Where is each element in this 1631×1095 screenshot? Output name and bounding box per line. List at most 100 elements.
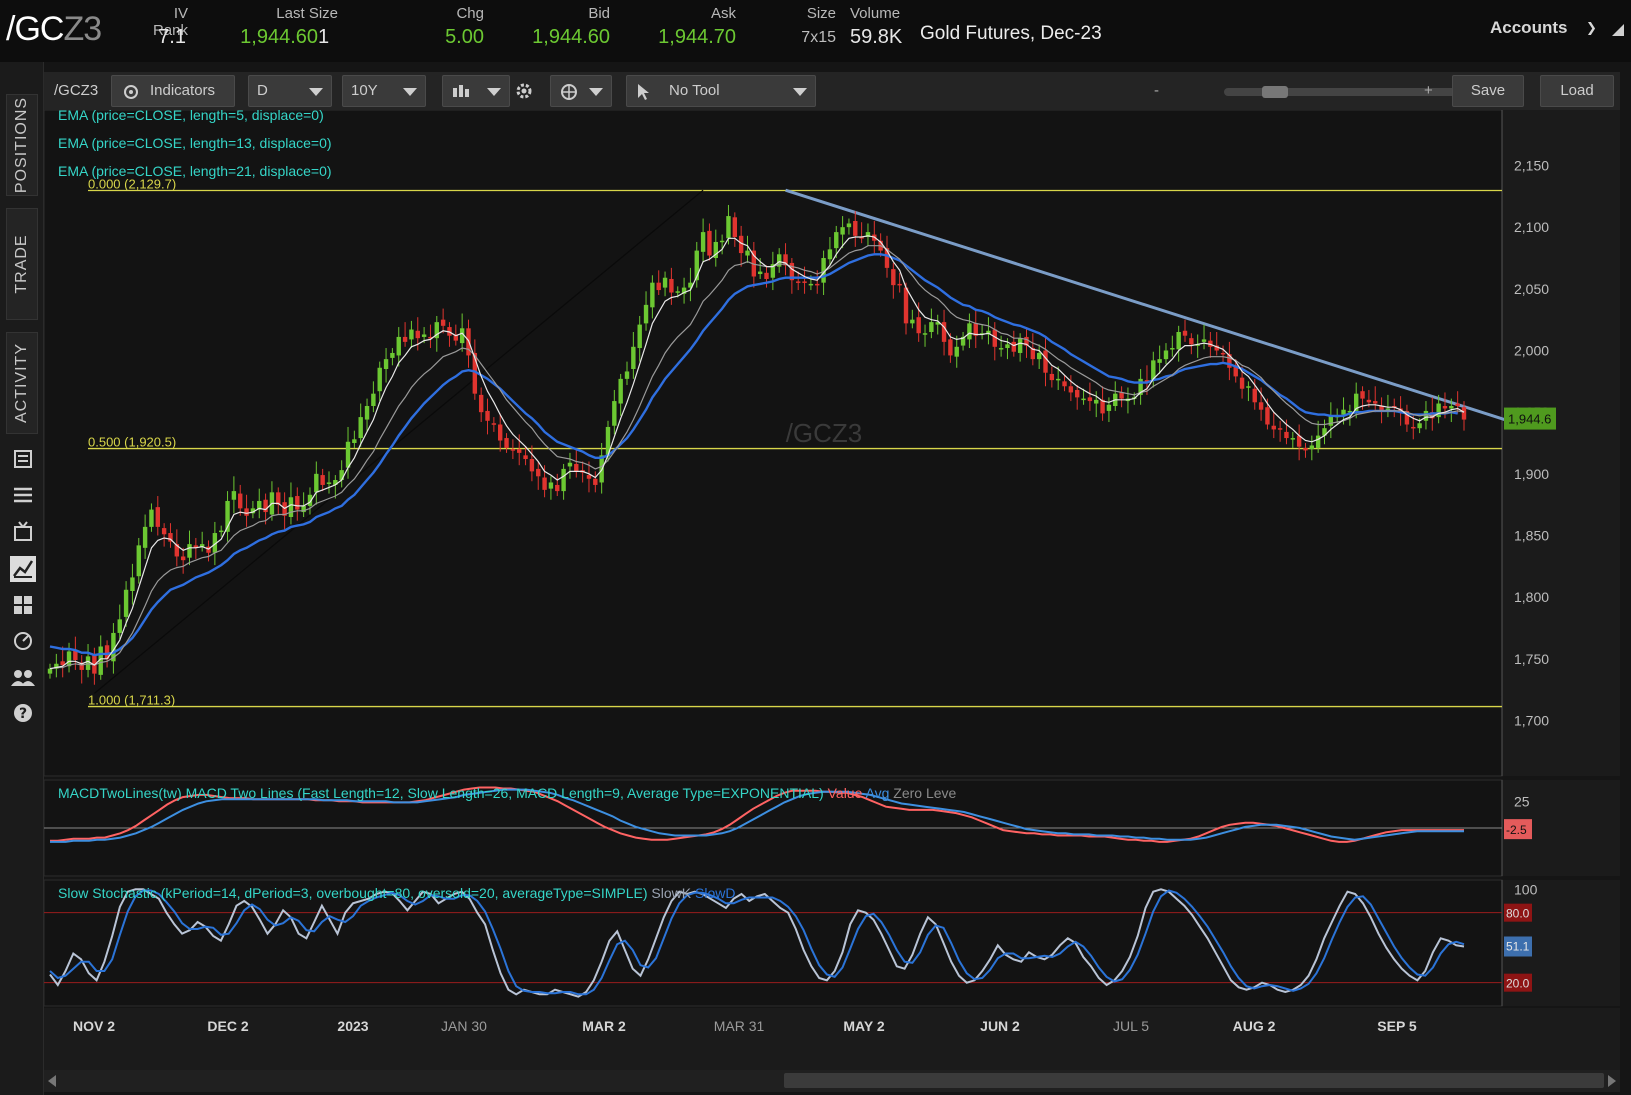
load-button[interactable]: Load: [1540, 75, 1614, 107]
candle-body: [364, 406, 370, 420]
scroll-left-icon[interactable]: [46, 1074, 58, 1088]
size-value: 7x15: [801, 29, 836, 46]
candle-body: [624, 371, 630, 379]
downtrend-line: [785, 188, 1518, 425]
symbol-title[interactable]: /GCZ3: [6, 10, 102, 48]
candle-body: [409, 329, 414, 340]
bid-label: Bid: [588, 5, 610, 22]
fib-level-label: 0.500 (1,920.5): [88, 435, 176, 450]
horizontal-scrollbar[interactable]: [44, 1070, 1620, 1092]
ask-value[interactable]: 1,944.70: [658, 26, 736, 48]
help-icon[interactable]: ?: [10, 702, 36, 728]
chart-style-select[interactable]: [442, 75, 510, 107]
tv-icon[interactable]: [10, 520, 36, 546]
timeframe-select[interactable]: 10Y: [342, 75, 426, 107]
candle-body: [1043, 350, 1048, 373]
candle-body: [187, 544, 192, 558]
gauge-icon[interactable]: [10, 630, 36, 656]
scroll-right-icon[interactable]: [1606, 1074, 1618, 1088]
tab-positions[interactable]: POSITIONS: [6, 94, 38, 196]
candle-body: [1411, 426, 1416, 429]
tab-trade[interactable]: TRADE: [6, 208, 38, 320]
candle-body: [561, 468, 566, 492]
candle-body: [79, 662, 84, 670]
grid-icon[interactable]: [10, 594, 36, 620]
x-axis-tick-label: JUL 5: [1113, 1018, 1149, 1034]
x-axis-tick-label: SEP 5: [1377, 1018, 1417, 1034]
last-price-value: 1,944.60: [240, 26, 318, 48]
chevron-down-icon[interactable]: ❯: [1586, 20, 1597, 35]
candle-body: [1252, 388, 1257, 403]
candle-body: [257, 500, 262, 510]
candle-body: [1144, 380, 1150, 382]
candle-body: [605, 426, 611, 457]
scrollbar-thumb[interactable]: [784, 1073, 1604, 1088]
candle-body: [732, 217, 738, 238]
candle-body: [859, 237, 864, 239]
x-axis-tick-label: 2023: [337, 1018, 368, 1034]
candle-body: [1442, 406, 1448, 409]
save-button[interactable]: Save: [1452, 75, 1524, 107]
candle-body: [212, 533, 218, 553]
aggregation-select[interactable]: D: [248, 75, 332, 107]
candle-body: [764, 272, 769, 279]
candle-body: [1087, 397, 1093, 402]
price-axis-tick-label: 2,150: [1514, 158, 1549, 174]
chart-icon[interactable]: [10, 556, 36, 582]
candle-body: [396, 336, 401, 356]
macd-value-tag-label: -2.5: [1506, 823, 1527, 837]
candle-body: [1157, 359, 1162, 363]
toolbar-symbol[interactable]: /GCZ3: [54, 82, 99, 99]
candle-body: [529, 459, 535, 472]
candle-body: [1347, 410, 1353, 413]
candle-body: [333, 480, 338, 485]
candle-body: [1182, 330, 1188, 336]
candle-body: [459, 328, 465, 344]
chart-canvas[interactable]: 1,7001,7501,8001,8501,9001,9502,0002,050…: [43, 107, 1620, 1070]
chart-area[interactable]: 1,7001,7501,8001,8501,9001,9502,0002,050…: [43, 107, 1620, 1070]
candle-body: [244, 508, 249, 516]
candle-body: [1461, 407, 1467, 420]
candle-body: [1081, 398, 1086, 401]
candle-body: [149, 509, 154, 527]
zoom-minus-button[interactable]: -: [1154, 82, 1159, 99]
candle-body: [555, 484, 560, 492]
candle-body: [314, 473, 319, 493]
candle-body: [1315, 435, 1321, 448]
accounts-menu[interactable]: Accounts: [1490, 18, 1568, 37]
candle-body: [700, 232, 706, 252]
candle-body: [738, 235, 744, 254]
bid-value[interactable]: 1,944.60: [532, 26, 610, 48]
drawings-select[interactable]: [550, 75, 612, 107]
instrument-description: Gold Futures, Dec-23: [920, 23, 1102, 44]
zoom-slider-track[interactable]: [1224, 88, 1464, 96]
candle-body: [903, 287, 909, 324]
monitor-icon[interactable]: [10, 448, 36, 474]
last-size-value: 1: [318, 26, 330, 48]
zoom-plus-button[interactable]: +: [1424, 82, 1433, 99]
price-axis-tick-label: 2,000: [1514, 343, 1549, 359]
candle-body: [827, 249, 833, 260]
indicators-icon: [124, 85, 138, 99]
list-icon[interactable]: [10, 484, 36, 510]
people-icon[interactable]: [10, 666, 36, 692]
zoom-slider-thumb[interactable]: [1262, 86, 1288, 98]
drawing-tool-select[interactable]: No Tool: [626, 75, 816, 107]
candle-body: [1220, 352, 1226, 355]
candle-body: [1163, 350, 1169, 360]
gear-icon[interactable]: [514, 81, 534, 101]
candle-body: [1404, 410, 1410, 425]
candles-icon: [453, 85, 469, 97]
candle-body: [802, 281, 807, 283]
indicators-button[interactable]: Indicators: [111, 75, 235, 107]
tab-activity[interactable]: ACTIVITY: [6, 332, 38, 434]
candle-body: [675, 291, 680, 293]
drawing-tool-value: No Tool: [669, 82, 720, 99]
timeframe-value: 10Y: [351, 82, 378, 99]
corner-caret-icon[interactable]: [1612, 22, 1626, 38]
candle-body: [593, 478, 598, 485]
stoch-d-line: [49, 889, 1465, 996]
candle-body: [1373, 401, 1378, 404]
candle-body: [998, 348, 1004, 350]
candle-body: [142, 526, 148, 548]
